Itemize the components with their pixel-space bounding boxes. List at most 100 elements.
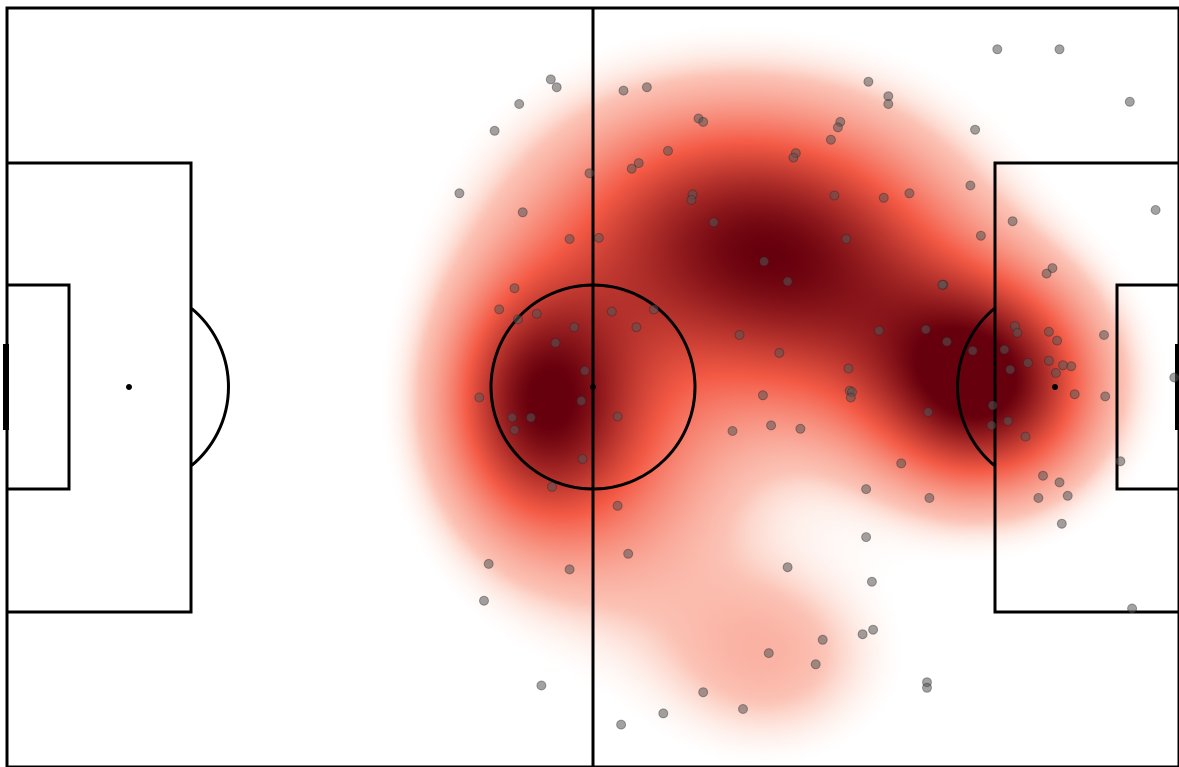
event-point [759,256,770,267]
event-point [861,532,872,543]
event-point [1115,456,1126,467]
event-point [550,337,561,348]
event-point [1033,493,1044,503]
event-point [1043,355,1054,366]
event-point [937,279,948,290]
event-point [922,682,932,693]
event-point [525,412,536,423]
event-point [584,168,595,179]
event-point [1007,216,1018,227]
event-point [545,74,556,85]
event-point [817,634,828,645]
event-point [1047,263,1058,274]
event-point [612,500,623,511]
event-point [763,648,774,659]
event-point [708,217,719,228]
event-point [479,595,489,606]
event-points [454,44,1179,730]
event-point [832,122,843,133]
event-point [795,423,806,434]
event-point [509,283,520,294]
event-point [868,624,879,635]
event-point [1127,603,1138,614]
event-point [648,304,659,315]
left-penalty-arc [190,306,230,468]
event-point [698,687,709,698]
right-penalty-area [993,161,1179,614]
event-point [1100,391,1111,402]
event-point [920,324,931,335]
event-point [904,188,915,199]
event-point [517,207,528,218]
event-point [536,680,547,691]
event-point [569,322,580,333]
center-spot [590,384,596,390]
event-point [1043,326,1054,337]
event-point [698,116,709,127]
event-point [641,82,652,93]
event-point [965,180,976,191]
event-point [507,412,518,423]
event-point [788,152,799,163]
event-point [1020,431,1031,442]
event-point [606,306,617,317]
event-point [992,44,1003,55]
event-point [861,484,872,495]
event-point [686,195,697,205]
event-point [757,390,768,401]
event-point [863,76,874,87]
left-penalty-spot [126,384,132,390]
event-point [1050,368,1061,378]
event-point [734,330,745,340]
event-point [1038,470,1048,481]
event-point [866,576,877,587]
event-point [514,99,525,109]
event-point [564,564,575,575]
event-point [631,322,642,333]
event-point [967,345,978,356]
event-point [474,392,485,403]
event-point [874,325,884,336]
event-point [576,395,587,406]
event-point [766,420,777,431]
event-point [1062,490,1073,501]
event-point [1066,361,1077,372]
event-point [1054,44,1065,55]
event-point [1054,477,1065,488]
event-point [579,365,590,376]
event-point [975,230,986,241]
event-point [986,420,997,431]
event-point [593,232,604,243]
right-goal-area [1115,283,1179,491]
event-point [896,458,907,469]
event-point [513,314,523,325]
event-point [577,453,588,464]
event-point [829,190,840,201]
pitch-markings [3,6,1179,767]
event-point [878,192,889,203]
event-point [970,124,981,135]
event-point [494,304,505,315]
event-point [1022,357,1033,368]
event-point [825,134,836,145]
event-point [999,344,1010,355]
event-point [483,558,494,569]
event-point [924,493,935,503]
event-point [616,719,627,730]
event-point [509,424,520,435]
event-point [612,411,623,422]
event-point [1069,389,1080,400]
event-point [1041,268,1052,279]
event-point [531,308,542,319]
event-point [1058,360,1068,371]
event-point [987,400,998,411]
event-point [1056,518,1067,529]
event-point [618,85,629,96]
event-point [841,234,852,244]
event-point [1169,372,1179,383]
event-point [727,426,738,436]
right-penalty-spot [1052,384,1058,390]
event-point [941,336,952,347]
